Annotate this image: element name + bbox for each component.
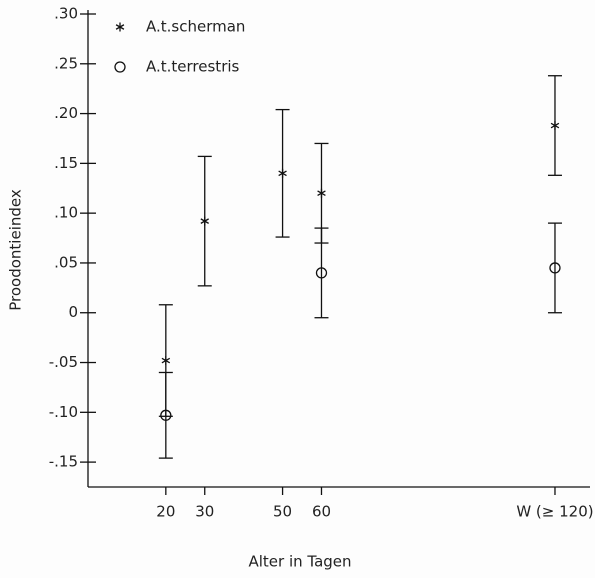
y-tick-label: -.05 [49,353,78,371]
marker-circle [549,262,561,274]
x-tick-label: 20 [156,503,175,521]
x-tick-label: 60 [312,503,331,521]
y-tick-label: .15 [54,154,78,172]
asterisk-stroke [200,218,209,224]
y-tick-label: .25 [54,54,78,72]
y-tick-label: -.15 [49,453,78,471]
marker-asterisk [278,168,287,178]
marker-circle [114,61,126,73]
marker-circle [315,267,328,279]
asterisk-stroke [550,122,560,129]
y-axis-label: Proodontieindex [7,189,25,311]
error-bar [158,371,173,459]
asterisk-stroke [317,190,326,197]
x-tick-label: W (≥ 120) [516,503,593,521]
y-tick-label: .10 [54,204,78,222]
error-bar [547,222,562,314]
x-axis-label: Alter in Tagen [248,553,351,571]
y-tick-label: .05 [54,253,78,271]
y-tick-label: .30 [54,5,78,23]
marker-circle [160,409,172,421]
marker-asterisk [115,22,125,32]
error-bar [314,227,329,319]
x-tick-label: 50 [273,503,292,521]
asterisk-stroke [115,24,125,30]
marker-asterisk [550,121,560,131]
asterisk-stroke [161,357,171,364]
marker-asterisk [200,216,209,226]
legend-label: A.t.terrestris [146,58,240,76]
legend-label: A.t.scherman [146,18,245,36]
y-tick-label: -.10 [49,403,78,421]
x-tick-label: 30 [195,503,214,521]
y-tick-label: .20 [54,104,78,122]
marker-asterisk [161,356,171,366]
y-tick-label: 0 [68,303,78,321]
marker-asterisk [317,188,326,198]
asterisk-stroke [278,170,287,177]
